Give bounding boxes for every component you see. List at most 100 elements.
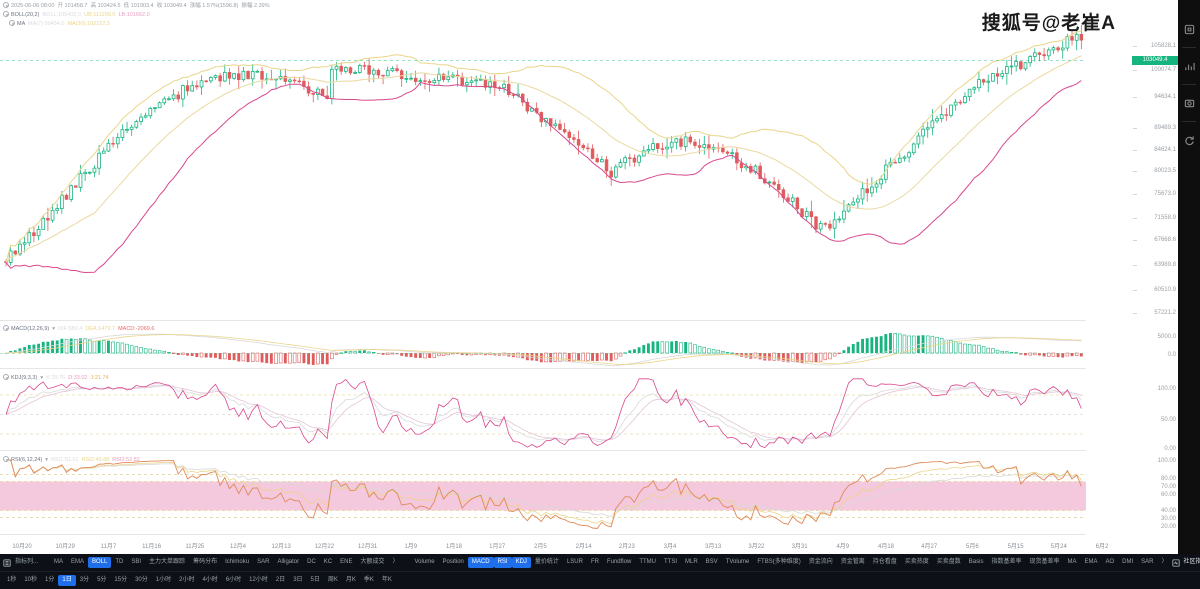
date-axis-label: 2月23 <box>618 544 635 550</box>
toolbar-item-lsur[interactable]: LSUR <box>566 559 583 565</box>
timeframe-10秒[interactable]: 10秒 <box>24 577 38 583</box>
date-axis-label: 4月9 <box>836 544 850 550</box>
sub-axis-label: 50.00 <box>1160 417 1176 423</box>
toolbar-item-ene[interactable]: ENE <box>340 559 353 565</box>
refresh-icon[interactable] <box>1178 125 1200 155</box>
toolbar-item-ema[interactable]: EMA <box>1084 559 1098 565</box>
date-axis[interactable]: 10月20 10月29 11月7 11月16 11月25 12月4 12月13 12月22 12… <box>0 538 1132 552</box>
eye-icon[interactable] <box>3 456 9 462</box>
date-axis-label: 2月5 <box>534 544 547 550</box>
toolbar-item-bsv[interactable]: BSV <box>705 559 718 565</box>
toolbar-item-alligator[interactable]: Alligator <box>277 559 300 565</box>
axis-tick <box>1133 128 1137 129</box>
toolbar-item--[interactable]: 持仓看盘 <box>872 559 897 565</box>
timeframe-2小时[interactable]: 2小时 <box>179 577 195 583</box>
ma-legend: MA MA(7):99454.0 MA(30):102152.5 <box>9 19 110 28</box>
timeframe-15分[interactable]: 15分 <box>114 577 128 583</box>
toolbar-item-sar[interactable]: SAR <box>1141 559 1154 565</box>
timeframe-6小时[interactable]: 6小时 <box>225 577 242 583</box>
community-indicators-button[interactable]: 社区指标 <box>1183 559 1200 565</box>
timeframe-年K[interactable]: 年K <box>381 577 392 583</box>
toolbar-item-ttsi[interactable]: TTSI <box>663 559 677 565</box>
screenshot-icon[interactable] <box>1178 88 1200 118</box>
toolbar-item-sar[interactable]: SAR <box>257 559 270 565</box>
toolbar-item-fundflow[interactable]: Fundflow <box>606 559 632 565</box>
timeframe-3分[interactable]: 3分 <box>79 577 90 583</box>
price-axis-label: 60510.9 <box>1154 287 1176 293</box>
toolbar-item-kdj[interactable]: KDJ <box>511 557 531 568</box>
toolbar-item-ma[interactable]: MA <box>54 559 64 565</box>
layout-icon[interactable] <box>1178 14 1200 44</box>
indicator-toolbar[interactable]: 指标列... MA EMA BOLL TD SBI 主力大单跟踪 筹码分布 Ichimoku S… <box>0 554 1200 571</box>
toolbar-item-ttmu[interactable]: TTMU <box>639 559 656 565</box>
date-axis-label: 12月13 <box>271 544 291 550</box>
eye-icon[interactable] <box>3 325 9 331</box>
axis-tick <box>1133 97 1137 98</box>
community-icon[interactable] <box>1171 558 1180 567</box>
rsi-legend: RSI(6,12,24) ▾ RSI1:51.01 RSI2:49.88 RSI… <box>3 455 140 464</box>
eye-icon[interactable] <box>3 2 9 8</box>
toolbar-item--[interactable]: 主力大单跟踪 <box>149 559 186 565</box>
timeframe-5分[interactable]: 5分 <box>97 577 107 583</box>
chart-bars-icon[interactable] <box>1178 51 1200 81</box>
timeframe-toolbar[interactable]: 1秒 10秒 1分 1日 3分 5分 15分 30分 1小时 2小时 4小时 6小时 12小时 2日 3日 5… <box>0 571 1200 589</box>
toolbar-item--[interactable]: 筹码分布 <box>193 559 218 565</box>
timeframe-1秒[interactable]: 1秒 <box>7 577 17 583</box>
toolbar-item-td[interactable]: TD <box>115 559 124 565</box>
eye-icon[interactable] <box>3 11 9 17</box>
toolbar-item--[interactable]: 量价统计 <box>534 559 559 565</box>
timeframe-1日[interactable]: 1日 <box>58 575 76 586</box>
group1-more-button[interactable]: 〉 <box>392 559 399 565</box>
timeframe-1小时[interactable]: 1小时 <box>155 577 172 583</box>
right-icon-rail[interactable] <box>1178 0 1200 554</box>
toolbar-item-ichimoku[interactable]: Ichimoku <box>225 559 250 565</box>
toolbar-item-rsi[interactable]: RSI <box>493 557 512 568</box>
toolbar-item--[interactable]: 现货基差率 <box>1029 559 1060 565</box>
toolbar-item-kc[interactable]: KC <box>323 559 333 565</box>
toolbar-item-basis[interactable]: Basis <box>968 559 984 565</box>
toolbar-item-volume[interactable]: Volume <box>414 559 435 565</box>
timeframe-1分[interactable]: 1分 <box>45 577 55 583</box>
toolbar-item-ftbs-[interactable]: FTBS(多种维度) <box>757 559 801 565</box>
boll-legend: BOLL(20,2) BOLL:105402.3 UB:111209.0 LB:… <box>3 10 150 19</box>
toolbar-item--[interactable]: 大额成交 <box>360 559 385 565</box>
timeframe-5日[interactable]: 5日 <box>310 577 320 583</box>
toolbar-item--[interactable]: 买卖热度 <box>904 559 929 565</box>
toolbar-item-position[interactable]: Position <box>442 559 464 565</box>
toolbar-item-mlr[interactable]: MLR <box>684 559 698 565</box>
price-axis[interactable]: 105828.1 100074.7 94634.1 89489.3 84624.1 800… <box>1132 0 1178 554</box>
indicator-list-button[interactable]: 指标列... <box>15 559 39 565</box>
toolbar-item--[interactable]: 买卖盘数 <box>936 559 961 565</box>
eye-icon[interactable] <box>9 20 15 26</box>
chart-canvas[interactable]: 2025-06-06 08:00 开 101458.7 高 103424.5 低… <box>0 0 1178 554</box>
indicator-list-icon[interactable] <box>0 558 11 567</box>
toolbar-item-ma[interactable]: MA <box>1067 559 1077 565</box>
timeframe-4小时[interactable]: 4小时 <box>202 577 218 583</box>
timeframe-2日[interactable]: 2日 <box>275 577 286 583</box>
toolbar-item-dmi[interactable]: DMI <box>1122 559 1134 565</box>
toolbar-item--[interactable]: 指数基差率 <box>991 559 1022 565</box>
date-axis-label: 5月15 <box>1007 544 1024 550</box>
toolbar-item-macd[interactable]: MACD <box>467 557 494 568</box>
timeframe-周K[interactable]: 周K <box>327 577 338 583</box>
toolbar-item-dc[interactable]: DC <box>307 559 316 565</box>
timeframe-季K[interactable]: 季K <box>363 577 374 583</box>
toolbar-item-ema[interactable]: EMA <box>71 559 85 565</box>
toolbar-item-sbi[interactable]: SBI <box>131 559 142 565</box>
axis-tick <box>1133 46 1137 47</box>
toolbar-item-ao[interactable]: AO <box>1105 559 1115 565</box>
toolbar-item--[interactable]: 资金流向 <box>808 559 833 565</box>
toolbar-item-boll[interactable]: BOLL <box>88 557 112 568</box>
toolbar-item-fr[interactable]: FR <box>590 559 599 565</box>
timeframe-月K[interactable]: 月K <box>345 577 356 583</box>
timeframe-30分[interactable]: 30分 <box>135 577 148 583</box>
eye-icon[interactable] <box>3 374 9 380</box>
timeframe-12小时[interactable]: 12小时 <box>249 577 268 583</box>
date-axis-label: 12月4 <box>229 544 247 550</box>
timeframe-3日[interactable]: 3日 <box>293 577 303 583</box>
group2-more-button[interactable]: 〉 <box>1161 559 1168 565</box>
toolbar-item--[interactable]: 资金管离 <box>840 559 865 565</box>
sub-axis-label: 0.0 <box>1167 352 1176 358</box>
divider <box>1182 121 1196 122</box>
toolbar-item-tvolume[interactable]: TVolume <box>725 559 750 565</box>
